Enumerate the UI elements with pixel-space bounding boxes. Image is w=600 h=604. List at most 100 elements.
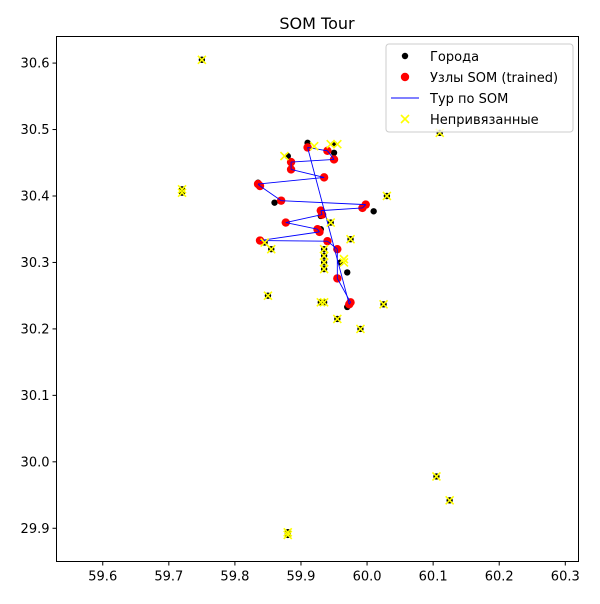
x-tick-label: 60.0 [353,570,382,585]
unassigned-stroke [355,324,366,334]
unassigned-stroke [316,297,326,307]
legend-label: Тур по SOM [429,92,508,107]
unassigned-point [260,237,270,248]
tour-segment [281,200,366,206]
y-tick-label: 30.3 [21,256,50,271]
unassigned-point [316,297,326,307]
unassigned-point [197,55,207,65]
unassigned-point [332,139,342,149]
unassigned-point [326,139,336,149]
unassigned-point [326,218,336,228]
y-tick-label: 30.2 [21,322,50,337]
unassigned-point [283,530,293,540]
y-tick-label: 30.4 [21,189,50,204]
x-tick-label: 59.7 [154,570,183,585]
legend-box [385,43,574,133]
unassigned-stroke [177,184,187,194]
unassigned-point [319,297,329,307]
legend: Города Узлы SOM (trained) Тур по SOM Неприв… [385,43,574,133]
tour-segment [285,214,323,224]
unassigned-stroke [445,495,455,505]
unassigned-point [319,251,329,261]
tour-segment [320,210,323,215]
x-tick-label: 59.9 [287,570,316,585]
unassigned-stroke [279,151,290,161]
tour-segment [336,278,351,303]
x-tick-label: 60.3 [551,570,580,585]
unassigned-stroke [266,244,276,254]
unassigned-point [382,191,392,201]
tour-segment [327,150,335,160]
unassigned-point [177,188,187,198]
unassigned-point [319,257,329,268]
legend-x-stroke [400,114,410,124]
unassigned-stroke [260,237,270,248]
y-tick-label: 30.5 [21,123,50,138]
unassigned-point [177,184,187,194]
tour-segment [260,240,328,242]
legend-marker-som-nodes [400,72,410,82]
unassigned-stroke [326,218,336,228]
unassigned-stroke [283,527,293,537]
y-tick-label: 30.6 [21,57,50,72]
unassigned-point [339,254,349,264]
legend-marker-cities [401,52,409,60]
y-tick-label: 30.0 [21,455,50,470]
city-point [344,269,351,276]
unassigned-point [309,141,319,151]
unassigned-point [345,234,356,244]
y-tick-label: 30.1 [21,389,50,404]
unassigned-stroke [319,264,329,274]
tour-segment [257,176,325,185]
unassigned-point [445,495,455,505]
unassigned-point [319,264,329,274]
unassigned-stroke [309,141,319,151]
unassigned-point [279,151,290,161]
tour-segment [257,183,261,187]
tour-segment [291,158,335,163]
legend-label: Узлы SOM (trained) [430,71,558,86]
city-point [370,208,377,215]
x-tick-label: 59.6 [88,570,117,585]
legend-marker-unassigned [400,114,410,124]
unassigned-stroke [177,188,187,198]
unassigned-point [319,244,329,254]
tour-segment [290,168,325,178]
tour-segment [320,207,363,212]
y-tick-label: 29.9 [21,522,50,537]
unassigned-point [332,314,342,324]
unassigned-point [355,324,366,334]
unassigned-stroke [283,530,293,540]
unassigned-stroke [326,139,336,149]
x-tick-label: 59.8 [220,570,249,585]
unassigned-stroke [319,297,329,307]
tour-segment [259,231,320,241]
unassigned-stroke [382,191,392,201]
unassigned-stroke [339,254,349,264]
tour-segment [327,240,338,250]
unassigned-point [379,299,389,309]
unassigned-stroke [319,257,329,268]
som-node-point [281,218,290,227]
unassigned-stroke [339,257,349,268]
unassigned-stroke [319,251,329,261]
unassigned-point [431,471,442,482]
unassigned-stroke [332,314,342,324]
city-point [271,199,278,206]
unassigned-stroke [332,139,342,149]
x-tick-label: 60.2 [485,570,514,585]
unassigned-point [263,291,273,301]
unassigned-point [283,527,293,537]
tour-segment [317,228,320,233]
unassigned-stroke [263,291,273,301]
tour-segment [259,185,282,202]
unassigned-stroke [197,55,207,65]
tour-segment [285,222,318,230]
unassigned-point [339,257,349,268]
plot-frame [56,36,579,562]
x-tick-label: 60.1 [419,570,448,585]
axis-ticks: 59.6 59.7 59.8 59.9 60.0 60.1 60.2 60.3 29.9 30.0… [21,57,580,585]
tour-segment [362,204,367,209]
